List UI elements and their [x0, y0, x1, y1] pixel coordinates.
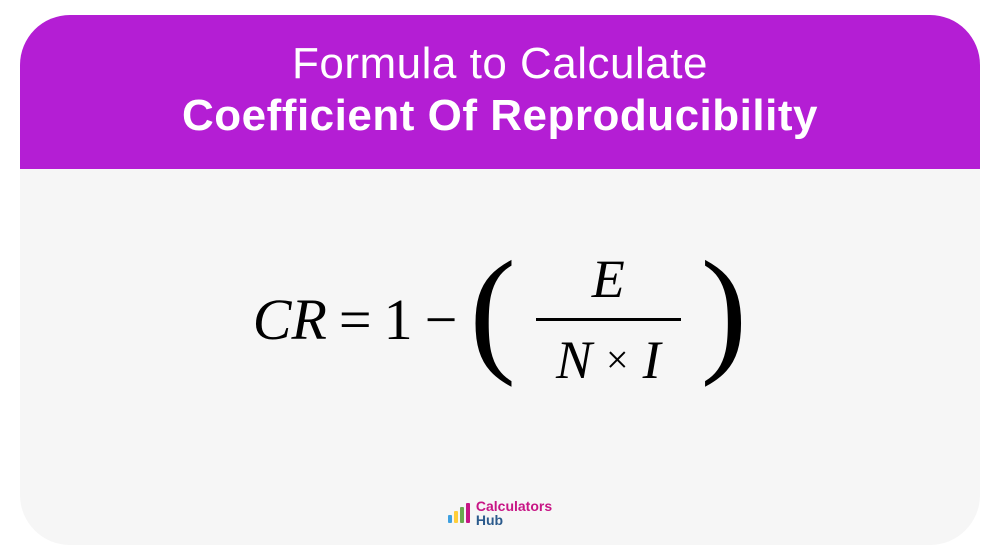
numerator: E	[572, 248, 645, 318]
formula-card: Formula to Calculate Coefficient Of Repr…	[20, 15, 980, 545]
footer-brand: Calculators Hub	[20, 499, 980, 527]
equals-sign: =	[339, 286, 372, 353]
logo-bar-1	[448, 515, 452, 523]
formula-expression: CR = 1 − ( E N × I )	[253, 248, 747, 391]
fraction: E N × I	[536, 248, 681, 391]
logo-bar-2	[454, 511, 458, 523]
title-line-1: Formula to Calculate	[60, 39, 940, 89]
constant-one: 1	[384, 286, 413, 353]
logo-bar-4	[466, 503, 470, 523]
times-sign: ×	[606, 336, 629, 383]
card-header: Formula to Calculate Coefficient Of Repr…	[20, 15, 980, 169]
formula-area: CR = 1 − ( E N × I )	[20, 169, 980, 469]
logo-bars-icon	[448, 503, 470, 523]
minus-sign: −	[425, 286, 458, 353]
denom-i: I	[643, 329, 661, 391]
denominator: N × I	[536, 318, 681, 391]
denom-n: N	[556, 329, 592, 391]
brand-bottom: Hub	[476, 513, 552, 527]
logo-bar-3	[460, 507, 464, 523]
logo-text: Calculators Hub	[476, 499, 552, 527]
formula-lhs: CR	[253, 286, 327, 353]
brand-top: Calculators	[476, 499, 552, 513]
title-line-2: Coefficient Of Reproducibility	[60, 91, 940, 141]
